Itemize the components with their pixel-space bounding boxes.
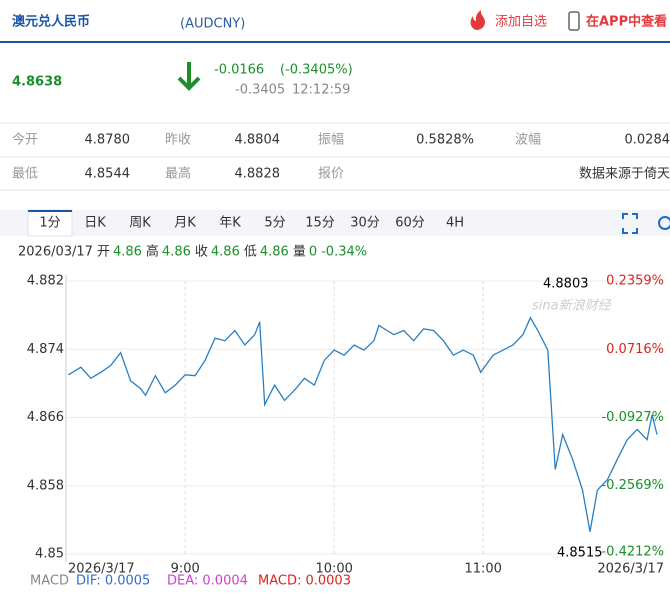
code: (AUDCNY): [180, 17, 245, 32]
info-item: 4.86: [260, 245, 289, 260]
tab[interactable]: 15分: [305, 216, 335, 231]
info-item: 4.86: [211, 245, 240, 260]
macd-dea: DEA: 0.0004: [167, 574, 248, 589]
x-date-label: 2026/3/17: [597, 562, 664, 577]
stat-label: 最低: [12, 167, 38, 182]
tab[interactable]: 年K: [219, 216, 241, 231]
info-item: -0.34%: [321, 245, 367, 260]
change-pct: (-0.3405%): [280, 63, 353, 78]
y-tick-label: 4.874: [27, 342, 64, 357]
stat-value: 4.8804: [235, 133, 281, 148]
quote-time: 12:12:59: [292, 83, 350, 98]
change: -0.0166: [214, 63, 264, 78]
tab[interactable]: 30分: [350, 216, 380, 231]
stat-value: 4.8544: [85, 167, 131, 182]
x-date-label: 2026/3/17: [68, 562, 135, 577]
flame-icon[interactable]: [470, 10, 485, 30]
tab[interactable]: 1分: [39, 216, 60, 231]
source-note: 数据来源于倚天: [579, 167, 670, 182]
title: 澳元兑人民币: [12, 14, 90, 30]
watermark: sina新浪财经: [532, 298, 613, 314]
info-line: 2026/03/17 开 4.86 高 4.86 收 4.86 低 4.86 量 0 -0.34%: [18, 244, 367, 260]
info-item: 收: [195, 245, 208, 260]
tab-active-mark: [28, 210, 72, 212]
fullscreen-icon[interactable]: [622, 213, 638, 234]
stat-label: 报价: [318, 167, 344, 182]
settings-icon[interactable]: [658, 216, 670, 230]
info-item: 2026/03/17: [18, 245, 93, 260]
y2-tick-label: -0.2569%: [601, 478, 664, 493]
stat-label: 振幅: [318, 133, 344, 148]
stat-label: 今开: [12, 132, 38, 148]
y2-tick-label: 0.2359%: [606, 274, 664, 289]
tab[interactable]: 日K: [84, 216, 106, 231]
y2-tick-label: 0.0716%: [606, 342, 664, 357]
tab[interactable]: 4H: [446, 216, 464, 231]
tab[interactable]: 5分: [264, 216, 285, 231]
stat-label: 波幅: [515, 133, 541, 148]
info-item: 4.86: [113, 245, 142, 260]
y-tick-label: 4.882: [27, 274, 64, 289]
info-item: 开: [97, 245, 110, 260]
stat-value: 0.0284: [625, 133, 670, 148]
x-tick-label: 11:00: [464, 562, 501, 577]
annotation: 4.8515: [557, 546, 603, 561]
add-watch[interactable]: 添加自选: [495, 15, 547, 30]
tab[interactable]: 60分: [395, 216, 425, 231]
annotation: 4.8803: [543, 277, 589, 292]
info-item: 高: [146, 244, 159, 260]
x-tick-label: 9:00: [171, 562, 200, 577]
tabs: 1分 日K 周K 月K 年K 5分 15分 30分 60分 4H: [39, 216, 464, 231]
y2-tick-label: -0.0927%: [601, 410, 664, 425]
stat-label: 最高: [165, 166, 191, 182]
chart: 4.882 4.874 4.866 4.858 4.85 0.2359% 0.0716% -0…: [27, 274, 664, 577]
stat-label: 昨收: [165, 133, 191, 148]
x-tick-label: 10:00: [315, 562, 352, 577]
y2-tick-label: -0.4212%: [601, 545, 664, 560]
price-line: [68, 316, 658, 532]
header-rule: [0, 41, 670, 43]
price: 4.8638: [12, 75, 62, 90]
tab[interactable]: 月K: [174, 216, 196, 231]
info-item: 量: [293, 245, 306, 260]
stat-value: 4.8828: [235, 167, 281, 182]
stat-value: 0.5828%: [416, 133, 474, 148]
info-item: 低: [244, 245, 257, 260]
info-item: 0: [309, 245, 317, 260]
app-view[interactable]: 在APP中查看: [586, 14, 667, 30]
macd-dif: DIF: 0.0005: [76, 574, 150, 589]
macd-value: MACD: 0.0003: [258, 574, 351, 589]
y-tick-label: 4.858: [27, 478, 64, 493]
tab[interactable]: 周K: [129, 216, 151, 231]
info-item: 4.86: [162, 245, 191, 260]
down-arrow: [177, 62, 201, 91]
sub-change: -0.3405: [235, 83, 285, 98]
y-tick-label: 4.866: [27, 410, 64, 425]
tab-bar: [0, 210, 670, 236]
stat-value: 4.8780: [85, 133, 131, 148]
macd-title: MACD: [30, 574, 69, 589]
y-tick-label: 4.85: [35, 547, 64, 562]
phone-icon[interactable]: [568, 11, 580, 31]
